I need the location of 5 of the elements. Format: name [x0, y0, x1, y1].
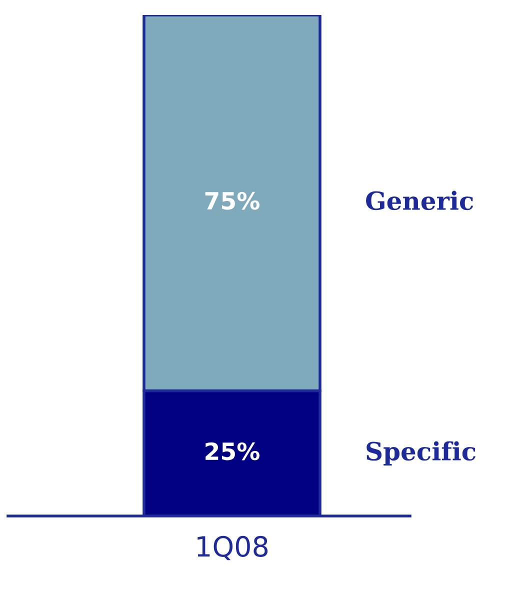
series-label: Generic [366, 190, 474, 210]
x-tick-label: 1Q08 [198, 536, 268, 560]
data-label: 25% [206, 442, 260, 460]
data-label: 75% [205, 192, 260, 210]
series-label: Specific [366, 441, 476, 466]
